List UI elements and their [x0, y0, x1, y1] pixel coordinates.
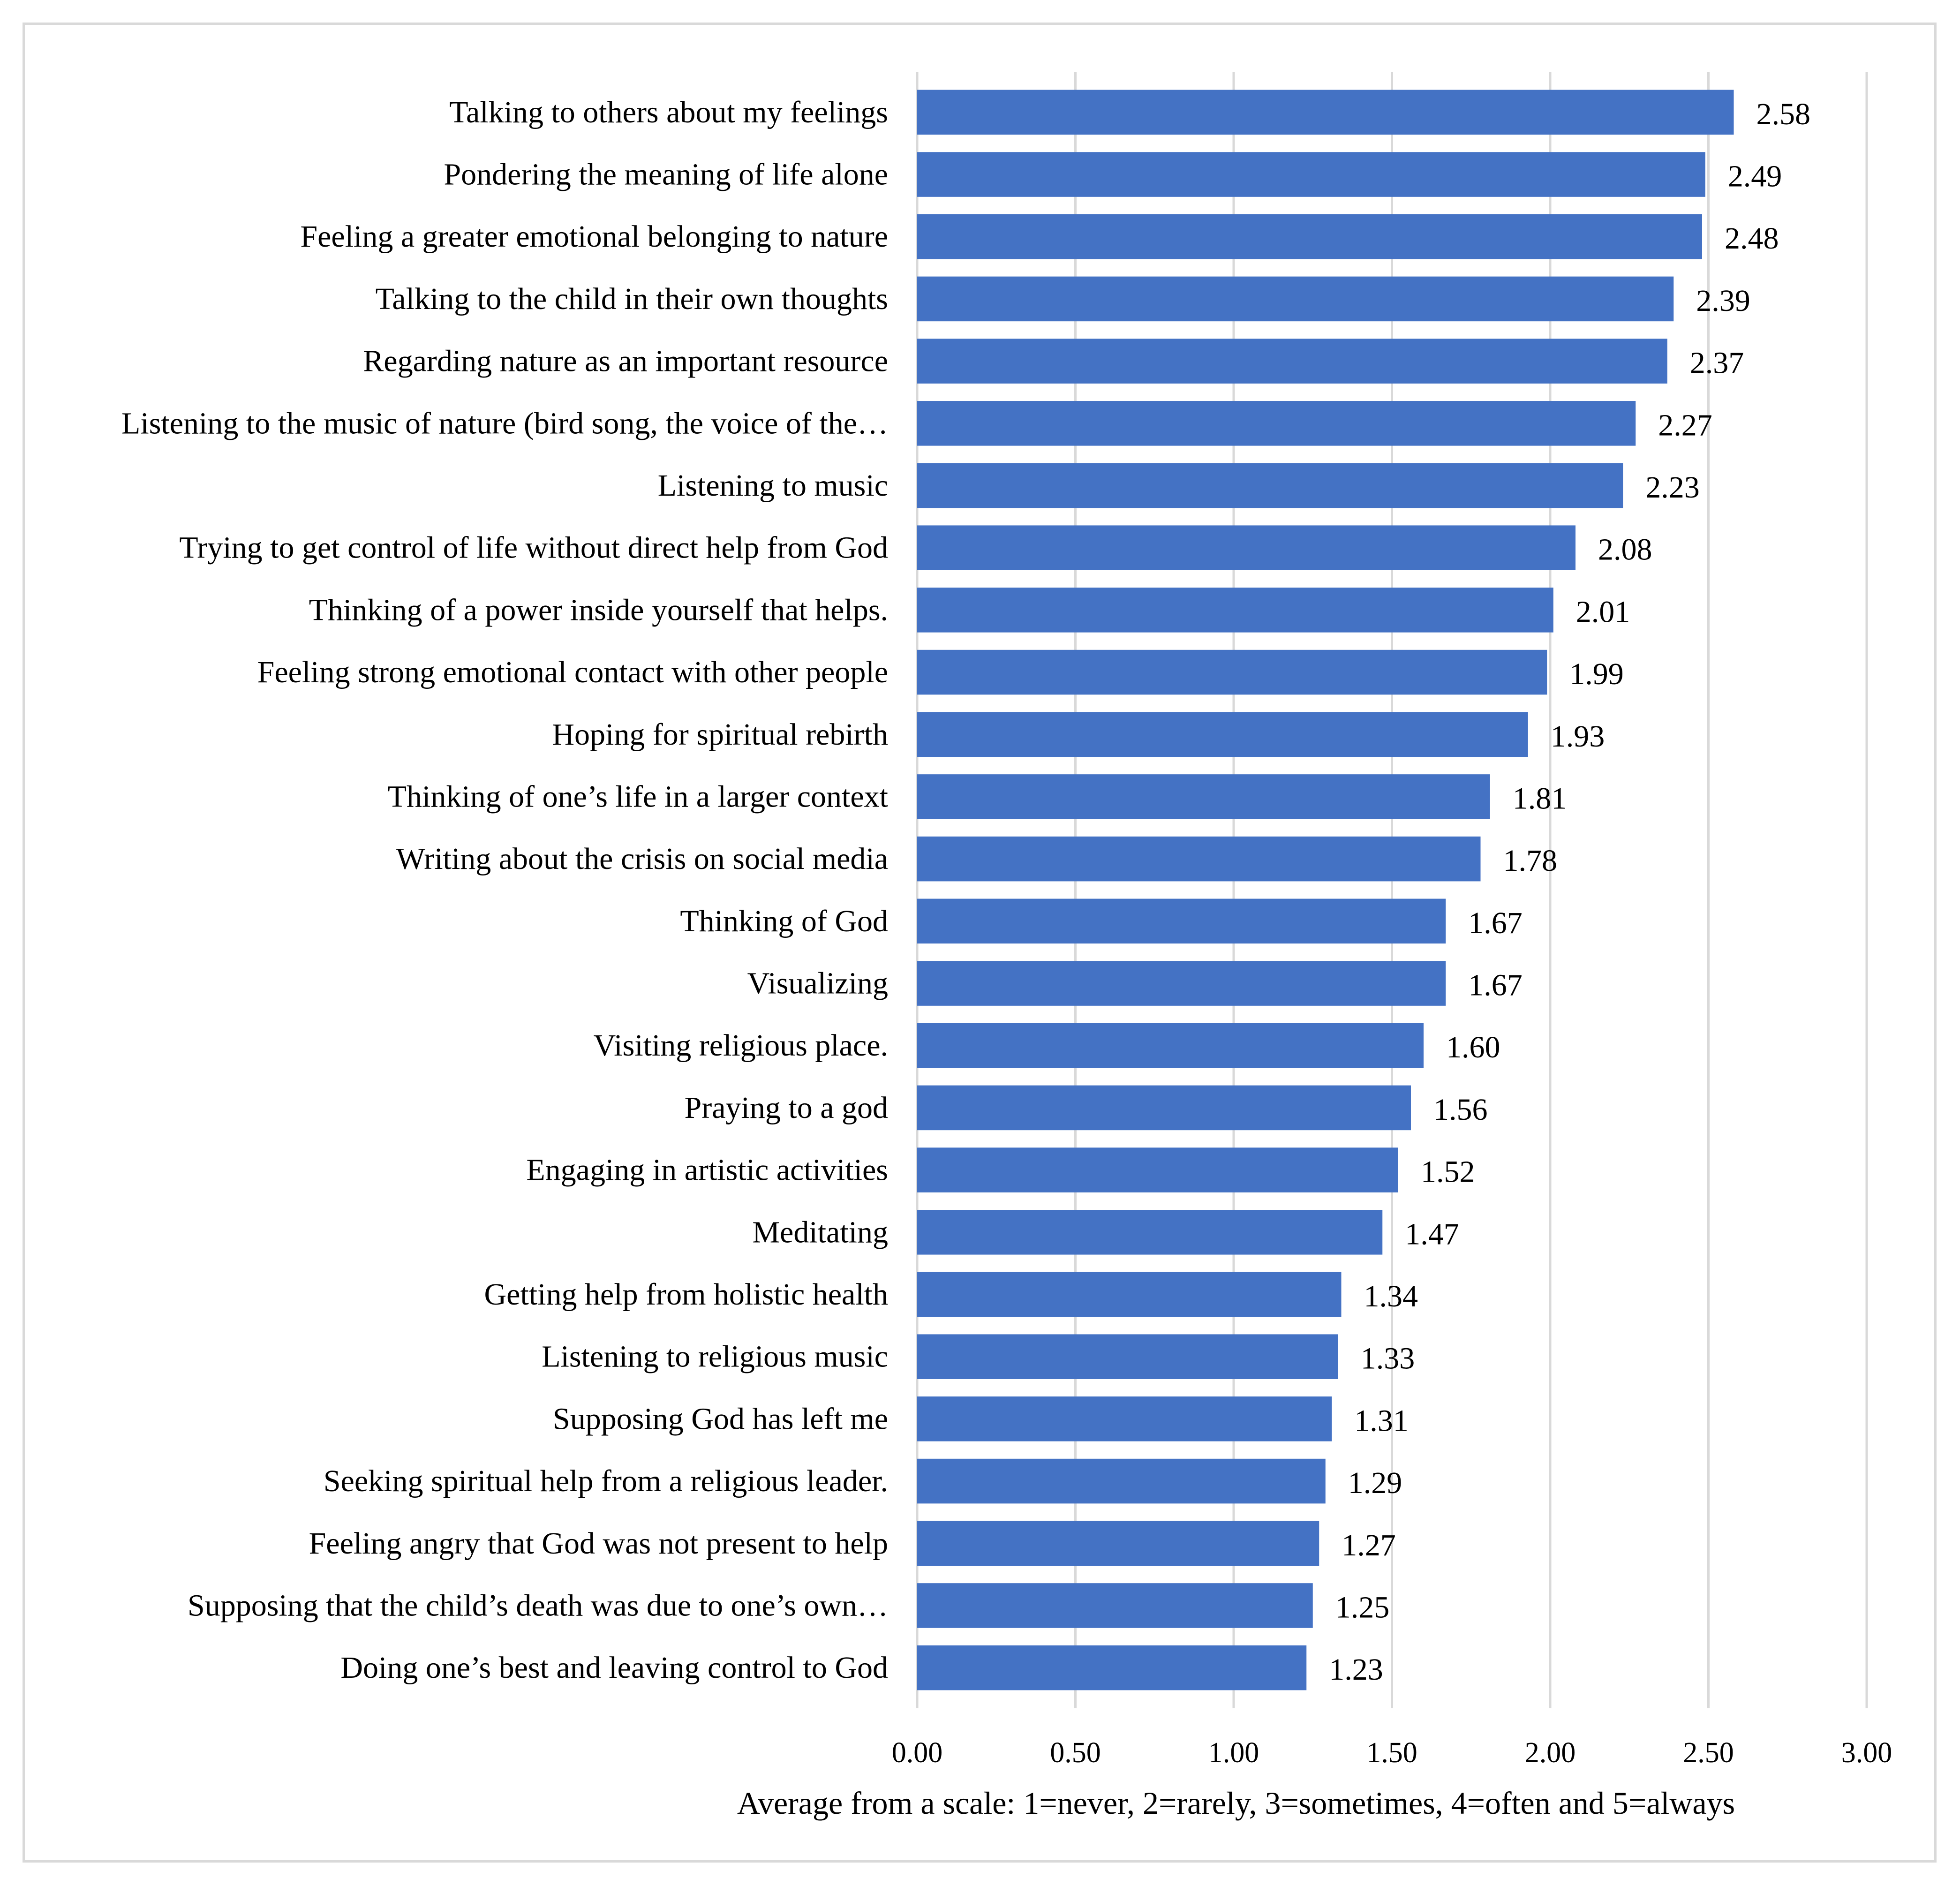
value-label: 2.39: [1696, 284, 1750, 318]
bar: [917, 836, 1481, 882]
category-labels: Talking to others about my feelings Ponde…: [121, 95, 888, 1685]
value-label: 1.52: [1421, 1155, 1475, 1189]
category-label: Doing one’s best and leaving control to …: [340, 1651, 888, 1685]
value-label: 1.78: [1503, 844, 1558, 878]
value-label: 1.33: [1361, 1342, 1415, 1376]
bar: [917, 588, 1553, 633]
value-label: 1.60: [1446, 1030, 1500, 1064]
value-label: 1.34: [1364, 1279, 1418, 1313]
value-label: 1.27: [1342, 1528, 1396, 1562]
value-label: 1.56: [1433, 1093, 1488, 1127]
value-label: 2.08: [1598, 533, 1652, 567]
value-label: 1.23: [1329, 1652, 1383, 1687]
value-label: 2.23: [1645, 470, 1700, 505]
category-label: Praying to a god: [685, 1091, 888, 1125]
x-tick-label: 0.50: [1050, 1737, 1101, 1769]
category-label: Supposing that the child’s death was due…: [188, 1588, 888, 1622]
value-label: 1.67: [1468, 968, 1523, 1003]
value-label: 2.58: [1756, 97, 1811, 131]
x-tick-label: 2.50: [1683, 1737, 1734, 1769]
value-label: 1.29: [1348, 1466, 1402, 1500]
category-label: Visualizing: [747, 966, 888, 1001]
bar-chart: Talking to others about my feelings Ponde…: [121, 72, 1892, 1821]
bar: [917, 90, 1734, 135]
category-label: Seeking spiritual help from a religious …: [324, 1464, 888, 1498]
category-label: Engaging in artistic activities: [526, 1153, 888, 1187]
value-label: 1.81: [1513, 781, 1567, 815]
category-label: Thinking of a power inside yourself that…: [309, 593, 888, 627]
value-label: 2.27: [1658, 408, 1712, 442]
bar: [917, 525, 1576, 570]
bar: [917, 463, 1623, 508]
category-label: Listening to religious music: [542, 1340, 888, 1374]
category-label: Listening to music: [658, 468, 888, 503]
value-label: 1.99: [1569, 657, 1624, 691]
value-label: 1.47: [1405, 1217, 1459, 1251]
category-label: Writing about the crisis on social media: [396, 842, 888, 876]
x-tick-label: 1.50: [1366, 1737, 1417, 1769]
bar: [917, 1583, 1313, 1628]
value-label: 2.48: [1725, 221, 1779, 256]
category-label: Trying to get control of life without di…: [179, 531, 888, 565]
x-tick-label: 3.00: [1841, 1737, 1892, 1769]
bar: [917, 898, 1446, 944]
bar: [917, 1334, 1338, 1379]
category-label: Talking to the child in their own though…: [376, 282, 888, 316]
bar: [917, 961, 1446, 1006]
bar: [917, 1645, 1307, 1690]
chart-frame: Talking to others about my feelings Ponde…: [23, 23, 1937, 1863]
bars: [917, 90, 1734, 1690]
bar: [917, 1147, 1398, 1192]
bar: [917, 1023, 1424, 1068]
value-label: 2.37: [1690, 346, 1744, 380]
category-label: Getting help from holistic health: [484, 1277, 888, 1312]
bar: [917, 649, 1547, 695]
category-label: Listening to the music of nature (bird s…: [121, 406, 888, 440]
bar: [917, 1521, 1319, 1566]
value-label: 2.49: [1728, 159, 1782, 194]
category-label: Meditating: [752, 1215, 888, 1249]
bar: [917, 1085, 1411, 1131]
x-tick-labels: 0.00 0.50 1.00 1.50 2.00 2.50 3.00: [892, 1737, 1892, 1769]
category-label: Visiting religious place.: [594, 1028, 888, 1063]
x-axis-label: Average from a scale: 1=never, 2=rarely,…: [737, 1785, 1735, 1821]
value-label: 2.01: [1576, 595, 1630, 629]
category-label: Thinking of one’s life in a larger conte…: [388, 779, 888, 814]
value-label: 1.67: [1468, 906, 1523, 940]
value-label: 1.93: [1551, 719, 1605, 754]
bar: [917, 1210, 1383, 1255]
category-label: Pondering the meaning of life alone: [444, 158, 888, 192]
category-label: Thinking of God: [680, 904, 888, 938]
value-labels: 2.58 2.49 2.48 2.39 2.37 2.27 2.23 2.08 2.01 1.99…: [1329, 97, 1810, 1687]
bar: [917, 401, 1636, 446]
bar: [917, 1396, 1332, 1441]
value-label: 1.25: [1335, 1590, 1390, 1624]
category-label: Feeling angry that God was not present t…: [309, 1526, 888, 1561]
bar: [917, 712, 1528, 757]
bar: [917, 1458, 1326, 1504]
bar: [917, 339, 1667, 384]
bar: [917, 774, 1490, 819]
bar: [917, 214, 1702, 259]
x-tick-label: 2.00: [1525, 1737, 1576, 1769]
category-label: Supposing God has left me: [553, 1402, 888, 1436]
bar: [917, 152, 1705, 197]
category-label: Feeling a greater emotional belonging to…: [300, 219, 888, 254]
bar: [917, 276, 1674, 322]
category-label: Hoping for spiritual rebirth: [552, 717, 888, 752]
x-tick-label: 1.00: [1208, 1737, 1259, 1769]
category-label: Feeling strong emotional contact with ot…: [257, 655, 888, 689]
value-label: 1.31: [1354, 1403, 1409, 1438]
x-tick-label: 0.00: [892, 1737, 943, 1769]
bar: [917, 1272, 1342, 1317]
category-label: Talking to others about my feelings: [449, 95, 888, 129]
category-label: Regarding nature as an important resourc…: [363, 344, 888, 378]
